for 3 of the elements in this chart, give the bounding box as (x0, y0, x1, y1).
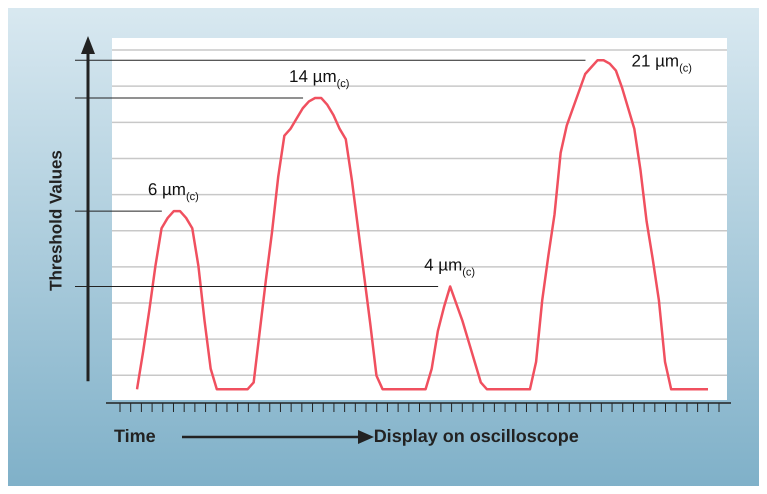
x-axis-title: Time (114, 426, 156, 447)
y-axis-title: Threshold Values (46, 150, 66, 291)
text: Display on oscilloscope (374, 426, 579, 447)
